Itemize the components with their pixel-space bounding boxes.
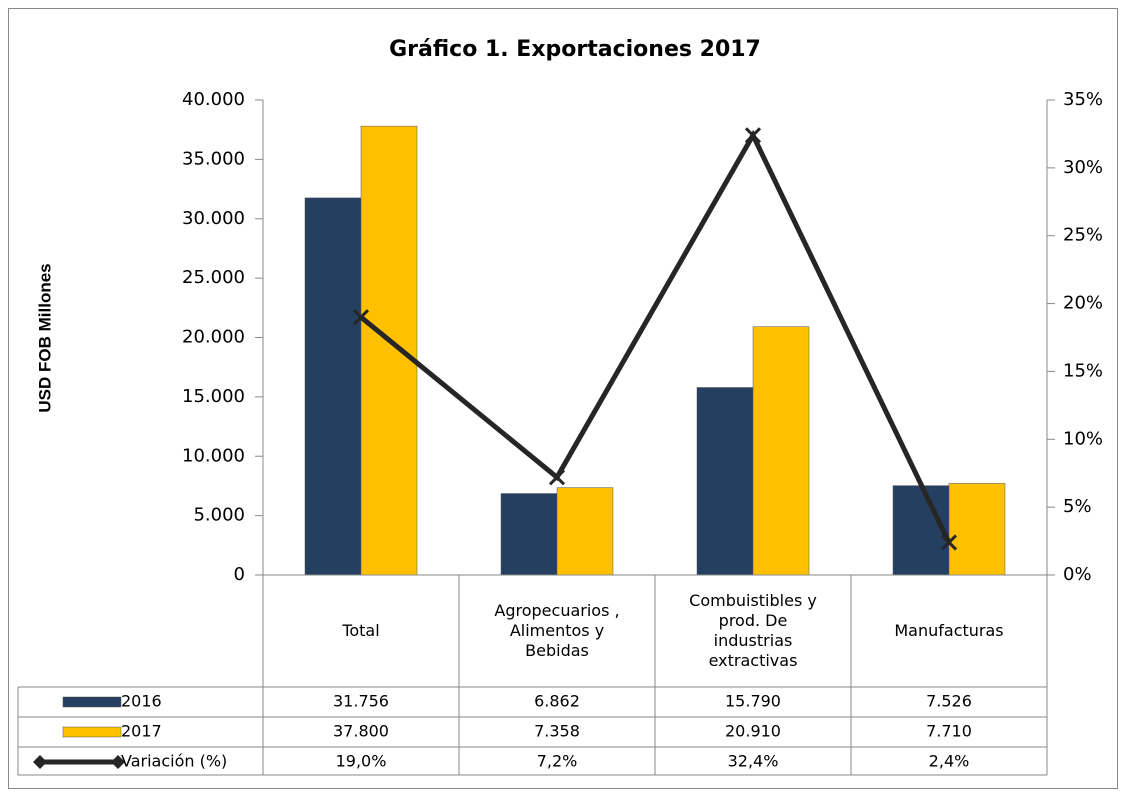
line-marker bbox=[940, 534, 958, 551]
legend-key-marker bbox=[111, 755, 125, 769]
legend-key bbox=[62, 696, 122, 708]
y-axis-label: USD FOB Millones bbox=[35, 263, 54, 412]
y2-tick-label: 20% bbox=[1063, 293, 1103, 314]
y-tick-label: 35.000 bbox=[182, 148, 245, 169]
data-label: 31.756 bbox=[333, 692, 389, 711]
bar bbox=[556, 487, 614, 576]
y-tick-label: 15.000 bbox=[182, 386, 245, 407]
line-marker bbox=[548, 469, 566, 486]
legend-label: Variación (%) bbox=[121, 752, 227, 771]
bar bbox=[360, 125, 418, 576]
bar bbox=[948, 483, 1006, 576]
data-label: 37.800 bbox=[333, 722, 389, 741]
y2-tick-label: 15% bbox=[1063, 360, 1103, 381]
y-tick-label: 40.000 bbox=[182, 89, 245, 110]
legend-key-marker bbox=[33, 755, 47, 769]
x-tick-label: Combuistibles y prod. De industrias extr… bbox=[689, 591, 817, 670]
line-marker bbox=[352, 309, 370, 326]
data-label: 7,2% bbox=[537, 752, 578, 771]
bar bbox=[304, 197, 362, 576]
y-tick-label: 30.000 bbox=[182, 208, 245, 229]
data-label: 15.790 bbox=[725, 692, 781, 711]
line-marker bbox=[744, 127, 762, 144]
x-tick-label: Agropecuarios , Alimentos y Bebidas bbox=[494, 601, 620, 660]
y2-tick-label: 10% bbox=[1063, 428, 1103, 449]
x-tick-label: Total bbox=[342, 621, 380, 640]
y2-tick-label: 25% bbox=[1063, 225, 1103, 246]
data-label: 6.862 bbox=[534, 692, 580, 711]
bar bbox=[696, 387, 754, 576]
bar bbox=[500, 493, 558, 576]
legend-key bbox=[62, 726, 122, 738]
y2-tick-label: 30% bbox=[1063, 157, 1103, 178]
bar bbox=[892, 485, 950, 576]
legend-label: 2016 bbox=[121, 692, 162, 711]
data-label: 7.710 bbox=[926, 722, 972, 741]
data-label: 7.526 bbox=[926, 692, 972, 711]
y2-tick-label: 0% bbox=[1063, 564, 1092, 585]
y2-tick-label: 35% bbox=[1063, 89, 1103, 110]
y-tick-label: 25.000 bbox=[182, 267, 245, 288]
data-label: 19,0% bbox=[336, 752, 387, 771]
y2-tick-label: 5% bbox=[1063, 496, 1092, 517]
y-tick-label: 10.000 bbox=[182, 445, 245, 466]
data-label: 7.358 bbox=[534, 722, 580, 741]
line bbox=[359, 129, 952, 544]
y-tick-label: 20.000 bbox=[182, 327, 245, 348]
legend-label: 2017 bbox=[121, 722, 162, 741]
chart-border bbox=[8, 8, 1118, 789]
data-label: 20.910 bbox=[725, 722, 781, 741]
data-label: 2,4% bbox=[929, 752, 970, 771]
chart-title: Gráfico 1. Exportaciones 2017 bbox=[389, 37, 761, 62]
y-tick-label: 0 bbox=[234, 564, 245, 585]
data-label: 32,4% bbox=[728, 752, 779, 771]
y-tick-label: 5.000 bbox=[193, 505, 245, 526]
bar bbox=[752, 326, 810, 576]
x-tick-label: Manufacturas bbox=[894, 621, 1004, 640]
